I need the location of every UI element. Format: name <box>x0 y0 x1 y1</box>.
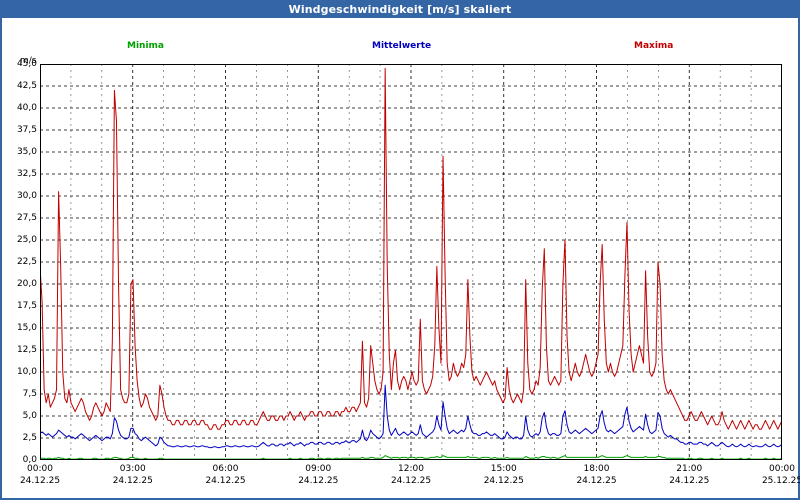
x-axis-tick-date: 24.12.25 <box>112 476 153 486</box>
x-axis-tick-labels: 00:00 24.12.25 03:00 24.12.25 06:00 24.12.25 0… <box>2 464 800 498</box>
legend-label-maxima: Maxima <box>634 41 674 51</box>
y-axis-tick: 42,5 <box>16 81 37 91</box>
x-axis-tick-time: 18:00 <box>583 464 610 474</box>
y-axis-tick: 32,5 <box>16 169 37 179</box>
window-title: Windgeschwindigkeit [m/s] skaliert <box>288 3 512 16</box>
plot-area: Minima Mittelwerte Maxima m/s 45,0 42,5 40… <box>2 18 800 498</box>
x-axis-tick: 00:00 25.12.25 <box>762 464 800 486</box>
x-axis-tick-time: 06:00 <box>212 464 239 474</box>
x-axis-tick-time: 00:00 <box>27 464 53 474</box>
x-axis-tick: 18:00 24.12.25 <box>576 464 616 486</box>
y-axis-tick: 0,0 <box>22 455 37 465</box>
x-axis-tick: 06:00 24.12.25 <box>205 464 245 486</box>
x-axis-tick-date: 24.12.25 <box>576 476 617 486</box>
chart-svg <box>40 64 782 460</box>
x-axis-tick-time: 12:00 <box>398 464 424 474</box>
y-axis-tick: 22,5 <box>16 257 37 267</box>
y-axis-tick: 17,5 <box>16 301 37 311</box>
y-axis-tick: 25,0 <box>16 235 37 245</box>
y-axis-tick: 15,0 <box>16 323 37 333</box>
x-axis-tick: 12:00 24.12.25 <box>391 464 431 486</box>
x-axis-tick-time: 21:00 <box>676 464 703 474</box>
x-axis-tick-date: 24.12.25 <box>19 476 61 486</box>
x-axis-tick-date: 24.12.25 <box>205 476 246 486</box>
x-axis-tick-time: 09:00 <box>305 464 332 474</box>
y-axis-tick: 30,0 <box>16 191 37 201</box>
y-axis-tick-labels: 45,0 42,5 40,0 37,5 35,0 32,5 30,0 27,5 25,0 22,5… <box>2 59 37 465</box>
x-axis-tick: 21:00 24.12.25 <box>669 464 709 486</box>
y-axis-unit-label: m/s <box>20 56 37 66</box>
x-axis-tick: 09:00 24.12.25 <box>298 464 338 486</box>
x-axis-tick-time: 03:00 <box>119 464 146 474</box>
chart-plot-canvas <box>40 64 782 460</box>
x-axis-tick-date: 24.12.25 <box>669 476 710 486</box>
y-axis-tick: 2,5 <box>22 433 37 443</box>
window-title-bar: Windgeschwindigkeit [m/s] skaliert <box>2 2 798 18</box>
y-axis-tick: 35,0 <box>16 147 37 157</box>
y-axis-tick: 40,0 <box>16 103 37 113</box>
x-axis-tick-date: 24.12.25 <box>390 476 432 486</box>
y-axis-tick: 45,0 <box>16 59 37 69</box>
x-axis-tick-date: 24.12.25 <box>483 476 524 486</box>
y-axis-tick: 7,5 <box>22 389 37 399</box>
y-axis-tick: 12,5 <box>16 345 37 355</box>
legend-label-mittelwerte: Mittelwerte <box>372 41 432 51</box>
y-axis-tick: 37,5 <box>16 125 37 135</box>
x-axis-tick: 00:00 24.12.25 <box>20 464 60 486</box>
x-axis-tick-time: 00:00 <box>769 464 795 474</box>
legend-label-minima: Minima <box>127 41 164 51</box>
x-axis-tick: 03:00 24.12.25 <box>113 464 153 486</box>
y-axis-tick: 10,0 <box>16 367 37 377</box>
y-axis-tick: 20,0 <box>16 279 37 289</box>
y-axis-tick: 5,0 <box>22 411 37 421</box>
x-axis-tick: 15:00 24.12.25 <box>484 464 524 486</box>
y-axis-tick: 27,5 <box>16 213 37 223</box>
x-axis-tick-date: 25.12.25 <box>761 476 800 486</box>
x-axis-tick-date: 24.12.25 <box>298 476 339 486</box>
x-axis-tick-time: 15:00 <box>490 464 517 474</box>
